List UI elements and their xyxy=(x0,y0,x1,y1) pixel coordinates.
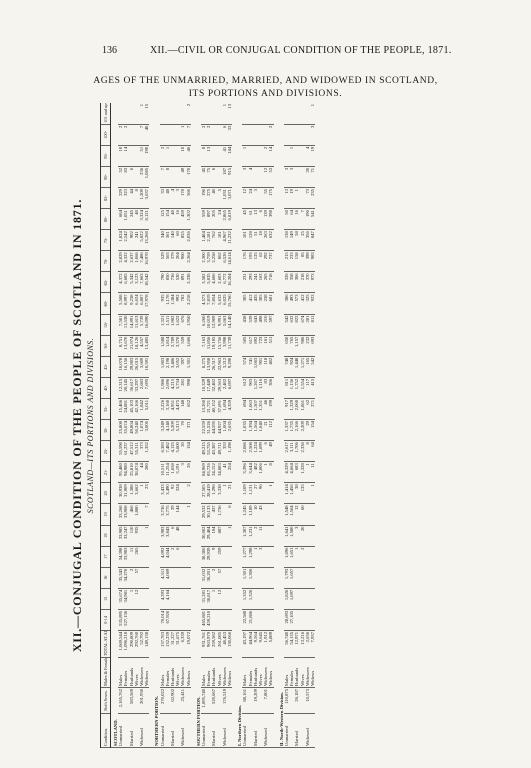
header-total: TOTAL AT ALL AGES. xyxy=(100,630,111,658)
table-title: XII.—CONJUGAL CONDITION OF THE PEOPLE OF… xyxy=(70,198,84,653)
header-age-12: 45- xyxy=(100,356,111,378)
table-row: Widows 7,937 1 11 64 154 271 415 542 693 811 923 973… xyxy=(309,103,316,748)
age-value-cell: 19 xyxy=(309,145,316,167)
header-age-3: 17 xyxy=(100,546,111,568)
header-age-21: 90- xyxy=(100,166,111,188)
age-value-cell: 693 xyxy=(309,335,316,357)
rotated-table-region: XII.—CONJUGAL CONDITION OF THE PEOPLE OF… xyxy=(70,103,460,748)
header-age-20: 85- xyxy=(100,187,111,209)
age-value-cell: 983 xyxy=(309,250,316,272)
age-value-cell: 973 xyxy=(309,271,316,293)
section-label: SOUTHERN PORTION. xyxy=(193,103,202,748)
header-age-0: 0-14 xyxy=(100,609,111,631)
table-subtitle: SCOTLAND—ITS PORTIONS AND DIVISIONS. xyxy=(86,337,95,514)
age-value-cell: 541 xyxy=(309,208,316,230)
header-age-7: 21- xyxy=(100,461,111,483)
section-row: SOUTHERN PORTION. xyxy=(193,103,202,748)
header-age-24: 101 and upwards. xyxy=(100,103,111,125)
header-age-15: 60- xyxy=(100,293,111,315)
header-age-11: 40- xyxy=(100,377,111,399)
age-value-cell: 1 xyxy=(309,103,316,125)
age-value-cell: 64 xyxy=(309,440,316,462)
age-value-cell xyxy=(309,588,316,610)
age-value-cell: 1 xyxy=(309,482,316,504)
age-value-cell: 3 xyxy=(309,124,316,146)
header-age-17: 70- xyxy=(100,250,111,272)
header-age-10: 35- xyxy=(100,398,111,420)
age-value-cell: 271 xyxy=(309,398,316,420)
section-label: NORTHERN PORTION. xyxy=(152,103,160,748)
header-age-5: 19 xyxy=(100,503,111,526)
header-age-18: 75- xyxy=(100,229,111,251)
section-row: II. North-Western Division. xyxy=(276,103,284,748)
header-age-23: 100- xyxy=(100,124,111,146)
age-value-cell xyxy=(309,567,316,589)
header-males-females: Males & Females. xyxy=(100,657,111,688)
section-label: SCOTLAND. xyxy=(110,103,119,748)
age-value-cell xyxy=(309,546,316,568)
header-age-19: 80- xyxy=(100,208,111,230)
header-age-2: 16 xyxy=(100,567,111,589)
both-sexes-cell xyxy=(309,687,316,714)
section-row: NORTHERN PORTION. xyxy=(152,103,160,748)
header-age-13: 50- xyxy=(100,335,111,357)
age-value-cell: 415 xyxy=(309,377,316,399)
age-value-cell xyxy=(309,503,316,526)
age-value-cell xyxy=(309,525,316,547)
age-value-cell: 847 xyxy=(309,229,316,251)
age-value-cell: 235 xyxy=(309,187,316,209)
section-row: I. Northern Division. xyxy=(235,103,243,748)
age-value-cell xyxy=(309,609,316,631)
header-age-6: 20 xyxy=(100,482,111,504)
page-title-line-2: ITS PORTIONS AND DIVISIONS. xyxy=(188,89,343,99)
age-value-cell: 71 xyxy=(309,166,316,188)
age-value-cell: 811 xyxy=(309,314,316,336)
page-title-line-1: AGES OF THE UNMARRIED, MARRIED, AND WIDO… xyxy=(93,76,438,86)
age-value-cell: 923 xyxy=(309,293,316,315)
section-label: II. North-Western Division. xyxy=(276,103,284,748)
page-number: 136 xyxy=(102,45,117,56)
section-row: SCOTLAND. xyxy=(110,103,119,748)
page-header: 136 XII.—CIVIL OR CONJUGAL CONDITION OF … xyxy=(0,0,531,100)
header-age-22: 95- xyxy=(100,145,111,167)
condition-cell xyxy=(309,713,316,748)
total-cell: 7,937 xyxy=(309,630,316,658)
header-age-8: 25- xyxy=(100,440,111,462)
rotated-table: XII.—CONJUGAL CONDITION OF THE PEOPLE OF… xyxy=(70,103,460,748)
section-label: I. Northern Division. xyxy=(235,103,243,748)
age-value-cell: 542 xyxy=(309,356,316,378)
running-title: XII.—CIVIL OR CONJUGAL CONDITION OF THE … xyxy=(150,45,452,56)
header-age-9: 30- xyxy=(100,419,111,441)
header-age-4: 18 xyxy=(100,525,111,547)
age-value-cell: 11 xyxy=(309,461,316,483)
header-condition: Condition. xyxy=(100,713,111,748)
age-value-cell: 154 xyxy=(309,419,316,441)
header-age-14: 55- xyxy=(100,314,111,336)
header-both-sexes: Both Sexes. xyxy=(100,687,111,714)
header-age-16: 65- xyxy=(100,271,111,293)
table-header-row: Condition. Both Sexes. Males & Females. … xyxy=(100,103,111,748)
sex-cell: Widows xyxy=(309,657,316,688)
table-body: SCOTLAND. Unmarried 2,165,762 Males 1,069,54… xyxy=(110,103,316,748)
header-age-1: 15 xyxy=(100,588,111,610)
conjugal-condition-table: Condition. Both Sexes. Males & Females. … xyxy=(100,103,316,748)
